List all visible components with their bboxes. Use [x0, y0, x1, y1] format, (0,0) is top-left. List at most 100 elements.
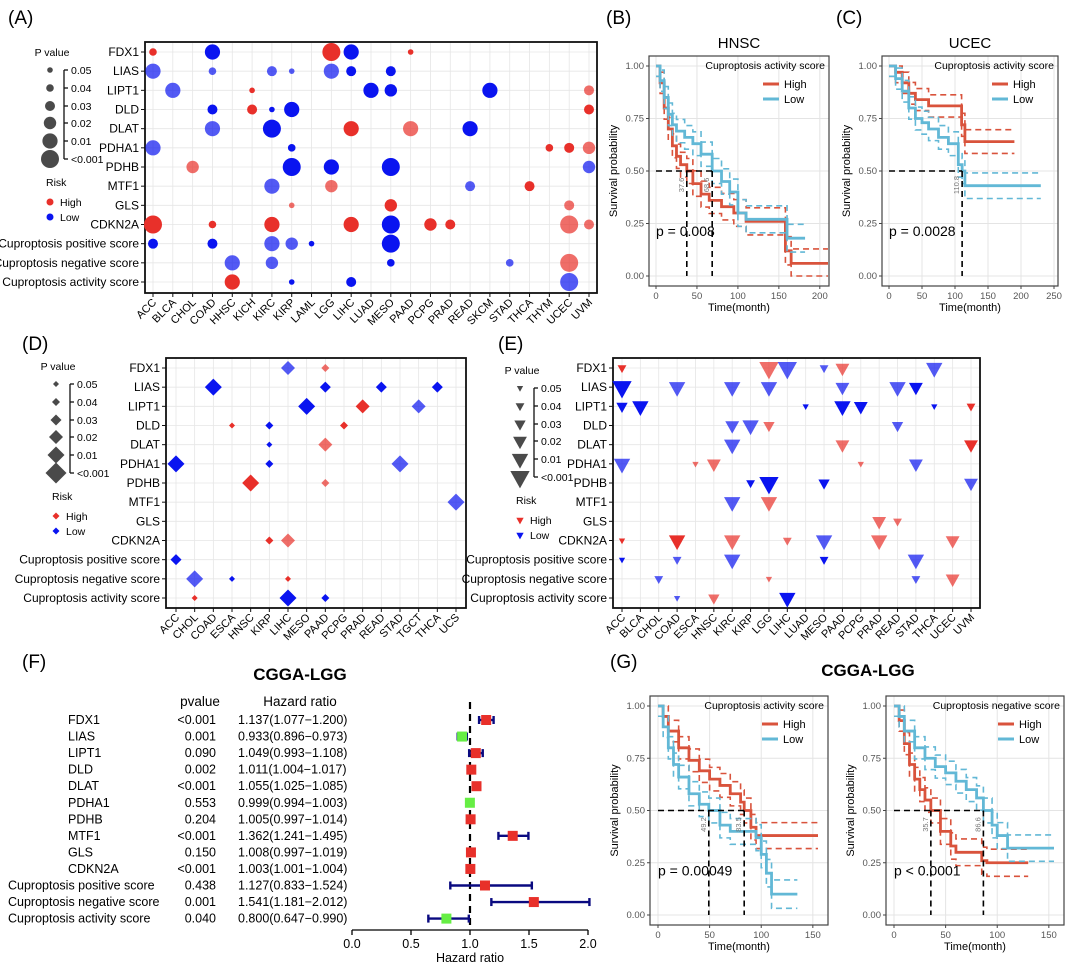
row-label-fdx1: FDX1 [576, 361, 607, 375]
row-label-cdkn2a: CDKN2A [111, 534, 160, 548]
point-pdha1-acc [145, 140, 161, 156]
km-g2-curve-low [894, 704, 1054, 850]
km-g1-ci-upper-high [658, 705, 818, 824]
point-lias-acc [612, 381, 632, 399]
forest-row-hr-cuproptosis-activity-score: 0.800(0.647−0.990) [238, 912, 347, 926]
point-lipt1-tgct [411, 399, 426, 414]
panel-c-km-ucec: UCEC 0 50 100 150 200 250 0.00 0.25 0.50 0.75 1.00 T… [841, 35, 1062, 314]
legend-pvalue-label: 0.01 [541, 454, 562, 466]
point-fdx1-lgg [759, 361, 779, 380]
row-label-cuproptosis-activity-score: Cuproptosis activity score [23, 591, 160, 605]
point-cuproptosis-positive-score-coad [672, 556, 682, 565]
km-b-xlabel: Time(month) [708, 302, 770, 314]
forest-row-pvalue-mtf1: <0.001 [177, 829, 216, 843]
point-cdkn2a-coad [668, 535, 686, 551]
point-cuproptosis-positive-score-kirc [724, 554, 741, 570]
point-lipt1-uvm [966, 403, 976, 412]
point-fdx1-thca [926, 362, 943, 378]
panel-a-dotplot: FDX1 LIAS LIPT1 DLD DLAT PDHA1 PDHB MTF1 GLS CDKN… [0, 41, 598, 328]
point-cuproptosis-activity-score-chol [191, 595, 198, 601]
point-fdx1-acc [149, 48, 157, 56]
point-fdx1-acc [617, 365, 627, 374]
forest-row-hr-cuproptosis-positive-score: 1.127(0.833−1.524) [238, 879, 347, 893]
km-g2-curve-high [894, 704, 1029, 865]
panel-d-diamondplot: FDX1 LIAS LIPT1 DLD DLAT PDHA1 PDHB MTF1 GLS CDKN… [15, 357, 467, 643]
point-pdhb-chol [186, 160, 199, 174]
forest-row-pvalue-dlat: <0.001 [177, 779, 216, 793]
km-c-x-tick-label: 50 [917, 291, 928, 302]
legend-size-3 [43, 116, 57, 130]
point-cuproptosis-activity-score-hnsc [708, 594, 720, 605]
row-label-pdha1: PDHA1 [567, 457, 607, 471]
point-cuproptosis-negative-score-kirc [265, 256, 279, 270]
point-lipt1-prad [355, 399, 370, 414]
row-label-dld: DLD [115, 103, 139, 117]
row-label-cuproptosis-negative-score: Cuproptosis negative score [462, 572, 608, 586]
km-b-median-label: 37.6 [677, 178, 686, 193]
legend-pvalue-title: P value [41, 361, 76, 373]
point-lias-lihc [346, 66, 357, 77]
point-pdha1-stad [391, 455, 409, 473]
forest-row-hr-dlat: 1.055(1.025−1.085) [238, 779, 347, 793]
point-dlat-paad [835, 440, 850, 453]
point-cdkn2a-prad [870, 535, 888, 551]
point-cuproptosis-positive-score-acc [148, 238, 158, 249]
row-label-lipt1: LIPT1 [575, 399, 607, 413]
point-cuproptosis-positive-score-coad [207, 238, 218, 249]
point-pdha1-kirp [287, 144, 296, 152]
point-cdkn2a-kirp [265, 536, 274, 545]
km-c-curve-low [889, 64, 1041, 188]
legend-pvalue-label: 0.04 [77, 397, 98, 409]
km-c-ci-upper-low [889, 65, 1041, 174]
point-lias-coad [668, 382, 686, 397]
forest-point-cuproptosis-negative-score [528, 897, 539, 908]
legend-pvalue-title: P value [505, 365, 540, 377]
legend-pvalue-label: 0.03 [541, 419, 562, 431]
km-c-y-tick-label: 1.00 [859, 61, 878, 72]
row-label-cuproptosis-positive-score: Cuproptosis positive score [0, 237, 139, 251]
km-b-y-tick-label: 0.50 [626, 166, 645, 177]
row-label-mtf1: MTF1 [129, 495, 161, 509]
point-dld-pcpg [340, 421, 348, 430]
point-lipt1-skcm [482, 82, 498, 98]
km-c-title: UCEC [949, 35, 992, 52]
km-g1-legend-label-high: High [783, 719, 806, 731]
forest-row-hr-lias: 0.933(0.896−0.973) [238, 730, 347, 744]
point-fdx1-paad [321, 364, 330, 372]
row-label-gls: GLS [115, 198, 139, 212]
point-cuproptosis-positive-score-stad [907, 554, 925, 570]
point-lipt1-pcpg [853, 402, 868, 415]
legend-risk-title: Risk [46, 177, 67, 189]
panel-b-km-hnsc: HNSC 0 50 100 150 200 0.00 0.25 0.50 0.75 1.00 Time… [608, 35, 830, 314]
km-g1-median-label: 83.5 [734, 817, 743, 832]
point-lias-read [375, 381, 387, 393]
forest-point-mtf1 [507, 830, 518, 841]
km-b-legend-label-low: Low [784, 94, 804, 106]
km-g2-y-tick-label: 0.50 [863, 806, 882, 817]
km-c-x-tick-label: 100 [947, 291, 963, 302]
forest-row-name-dlat: DLAT [68, 779, 99, 793]
point-cuproptosis-negative-score-lihc [285, 575, 291, 582]
forest-row-name-dld: DLD [68, 763, 93, 777]
forest-x-tick-label: 0.0 [343, 937, 360, 951]
point-cuproptosis-negative-score-lgg [765, 576, 773, 583]
point-dlat-kirp [266, 441, 273, 448]
legend-pvalue-label: <0.001 [541, 472, 574, 484]
km-c-x-tick-label: 0 [886, 291, 891, 302]
point-cdkn2a-uvm [584, 219, 594, 230]
forest-point-cuproptosis-positive-score [479, 880, 490, 891]
legend-risk-marker-low [52, 527, 60, 535]
point-lipt1-luad [363, 82, 379, 98]
forest-row-hr-mtf1: 1.362(1.241−1.495) [238, 829, 347, 843]
row-label-pdha1: PDHA1 [120, 457, 160, 471]
km-g2-y-tick-label: 0.00 [863, 910, 882, 921]
point-pdhb-meso [381, 158, 400, 176]
forest-x-tick-label: 1.0 [461, 937, 478, 951]
legend-size-1 [515, 403, 525, 412]
panel-label-c: (C) [836, 8, 862, 29]
point-dld-kich [247, 104, 258, 115]
point-cdkn2a-lihc [782, 537, 792, 546]
forest-point-pdha1 [464, 797, 475, 808]
row-label-dlat: DLAT [577, 438, 607, 452]
point-dld-kirc [725, 421, 740, 434]
